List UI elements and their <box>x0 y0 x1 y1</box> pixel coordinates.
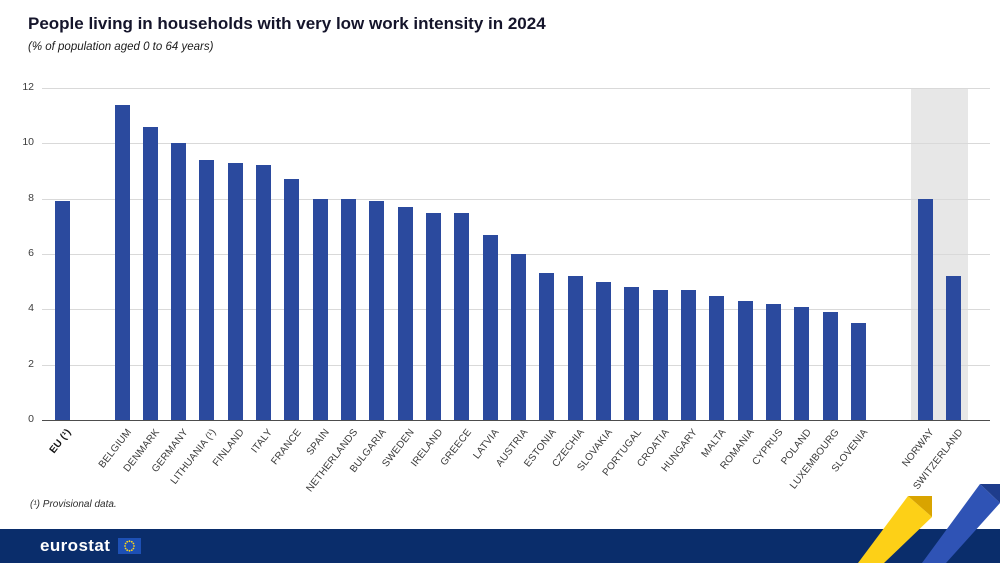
x-axis-label: NETHERLANDS <box>304 427 361 495</box>
bar-austria <box>511 254 527 420</box>
y-tick-label: 10 <box>22 136 34 149</box>
bar-luxembourg <box>822 312 838 420</box>
y-tick-label: 8 <box>28 191 34 204</box>
bar-bulgaria <box>369 201 385 420</box>
y-tick-label: 2 <box>28 357 34 370</box>
gridline <box>42 88 990 89</box>
bar-croatia <box>652 289 668 420</box>
bar-lithuania <box>199 159 215 420</box>
bar-france <box>284 179 300 420</box>
bar-eu <box>54 201 70 420</box>
x-axis-label: MALTA <box>699 427 729 460</box>
chart-subtitle: (% of population aged 0 to 64 years) <box>28 41 214 53</box>
footnote: (¹) Provisional data. <box>30 499 117 510</box>
bar-finland <box>227 162 243 420</box>
plot-area: 0 2 4 6 8 10 12 EU (¹) BELGIUM DENMARK GERMANY LITH… <box>22 81 990 494</box>
bar-slovakia <box>596 281 612 420</box>
bar-romania <box>737 301 753 420</box>
eu-flag-icon <box>118 538 142 554</box>
bar-belgium <box>114 104 130 420</box>
bar-norway <box>917 198 933 420</box>
bar-malta <box>709 295 725 420</box>
y-tick-label: 6 <box>28 247 34 259</box>
bar-denmark <box>142 126 158 420</box>
bar-estonia <box>539 273 555 420</box>
y-tick-label: 12 <box>22 81 34 93</box>
bar-cyprus <box>766 303 782 420</box>
gridline <box>42 198 990 200</box>
gridline <box>42 143 990 145</box>
eurostat-logo-text: eurostat <box>40 536 111 555</box>
x-axis-line <box>42 420 990 421</box>
bar-portugal <box>624 287 640 420</box>
bar-hungary <box>681 289 697 420</box>
bar-germany <box>171 143 187 420</box>
bar-italy <box>256 165 272 420</box>
bar-spain <box>312 198 328 420</box>
bar-ireland <box>426 212 442 420</box>
bar-sweden <box>397 206 413 420</box>
bar-poland <box>794 306 810 420</box>
footer-bar: eurostat <box>0 529 1000 563</box>
bar-greece <box>454 212 470 420</box>
bar-latvia <box>482 234 498 420</box>
y-tick-label: 4 <box>28 302 34 315</box>
bar-switzerland <box>946 276 961 420</box>
ribbon-decoration <box>858 484 1000 563</box>
x-axis-label: EU (¹) <box>47 427 74 456</box>
bar-slovenia <box>851 323 867 420</box>
y-tick-label: 0 <box>28 413 34 425</box>
chart-title: People living in households with very lo… <box>28 14 546 33</box>
bar-czechia <box>567 276 583 420</box>
bar-netherlands <box>341 198 357 420</box>
x-axis-label: ITALY <box>249 427 276 456</box>
x-axis-label: SPAIN <box>304 427 332 458</box>
